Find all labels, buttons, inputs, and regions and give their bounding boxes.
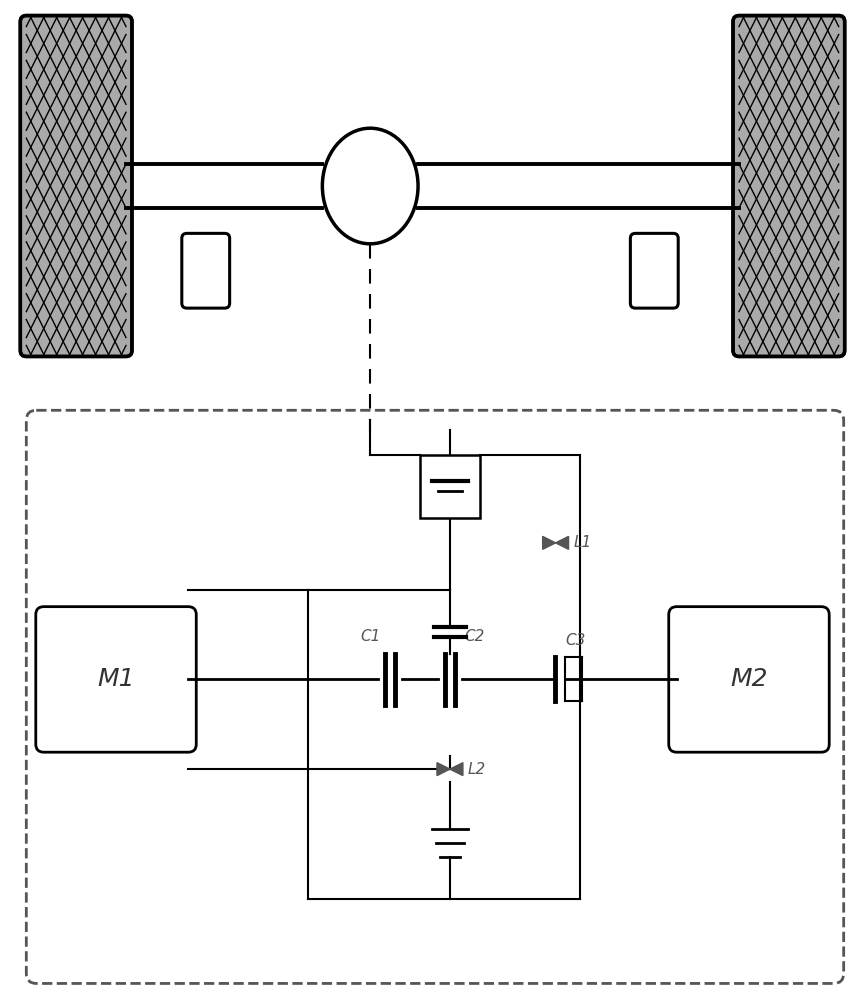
Polygon shape <box>542 536 555 549</box>
Text: L2: L2 <box>468 762 486 777</box>
Polygon shape <box>555 536 568 549</box>
FancyBboxPatch shape <box>182 233 229 308</box>
FancyBboxPatch shape <box>35 607 196 752</box>
Bar <box>420 455 480 518</box>
Text: C3: C3 <box>566 633 586 648</box>
Bar <box>644 242 665 280</box>
FancyBboxPatch shape <box>733 16 844 356</box>
Text: C2: C2 <box>464 629 484 644</box>
Text: C1: C1 <box>360 629 381 644</box>
FancyBboxPatch shape <box>21 16 132 356</box>
Text: M1: M1 <box>97 667 135 691</box>
Text: M2: M2 <box>730 667 768 691</box>
Text: L1: L1 <box>573 535 592 550</box>
FancyBboxPatch shape <box>631 233 678 308</box>
FancyBboxPatch shape <box>669 607 830 752</box>
FancyBboxPatch shape <box>26 410 843 983</box>
Polygon shape <box>437 763 450 776</box>
Polygon shape <box>450 763 463 776</box>
Ellipse shape <box>323 128 418 244</box>
Bar <box>195 242 217 280</box>
